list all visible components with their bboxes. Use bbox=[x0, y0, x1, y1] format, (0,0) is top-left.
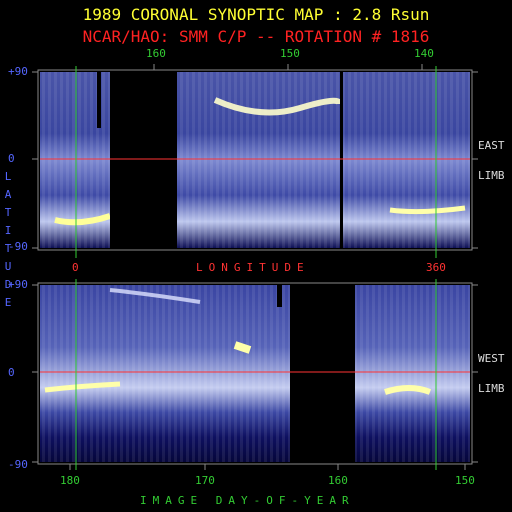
east-data-gap-2 bbox=[340, 72, 343, 248]
west-data-gap-2 bbox=[277, 285, 282, 307]
longitude-tick-label: 0 bbox=[72, 261, 79, 274]
map-title: 1989 CORONAL SYNOPTIC MAP : 2.8 Rsun bbox=[82, 5, 430, 24]
east-top-tick-label: 150 bbox=[280, 47, 300, 60]
west-bright-1 bbox=[44, 381, 121, 393]
east-heatmap-streaks bbox=[40, 72, 470, 248]
east-top-tick-label: 140 bbox=[414, 47, 434, 60]
east-bright-arc bbox=[213, 97, 343, 116]
east-bright-south-1 bbox=[54, 213, 111, 226]
west-lat-tick-label: -90 bbox=[8, 458, 28, 471]
west-bright-3 bbox=[384, 385, 432, 395]
day-tick-label: 160 bbox=[328, 474, 348, 487]
latitude-letter: U bbox=[4, 260, 12, 273]
east-lat-tick-label: 0 bbox=[8, 152, 15, 165]
latitude-letter: L bbox=[4, 170, 12, 183]
east-top-tick-label: 160 bbox=[146, 47, 166, 60]
west-panel-frame bbox=[37, 282, 473, 465]
latitude-letter: E bbox=[4, 296, 12, 309]
longitude-axis-label: LONGITUDE bbox=[196, 261, 310, 274]
west-lat-tick-label: 0 bbox=[8, 366, 15, 379]
east-bright-south-2 bbox=[389, 205, 466, 215]
east-data-gap-1 bbox=[110, 72, 177, 248]
west-bright-north bbox=[109, 288, 201, 304]
latitude-letter: I bbox=[4, 224, 12, 237]
day-of-year-axis-label: IMAGE DAY-OF-YEAR bbox=[140, 494, 355, 507]
east-limb-panel bbox=[32, 64, 478, 258]
day-tick-label: 150 bbox=[455, 474, 475, 487]
west-heatmap-streaks bbox=[40, 285, 470, 462]
latitude-letter: A bbox=[4, 188, 12, 201]
west-limb-label: WEST bbox=[478, 352, 505, 365]
east-limb-label: EAST bbox=[478, 139, 505, 152]
east-limb-label: LIMB bbox=[478, 169, 505, 182]
east-lat-tick-label: +90 bbox=[8, 65, 28, 78]
latitude-axis-label: L A T I T U D E bbox=[2, 168, 14, 312]
east-data-gap-3 bbox=[97, 72, 101, 128]
longitude-tick-label: 360 bbox=[426, 261, 446, 274]
day-tick-label: 170 bbox=[195, 474, 215, 487]
east-lat-tick-label: -90 bbox=[8, 240, 28, 253]
west-limb-panel bbox=[32, 279, 478, 470]
west-lat-tick-label: +90 bbox=[8, 278, 28, 291]
latitude-letter: T bbox=[4, 242, 12, 255]
west-limb-label: LIMB bbox=[478, 382, 505, 395]
west-data-gap-1 bbox=[290, 285, 355, 462]
west-bright-2 bbox=[233, 341, 252, 354]
east-panel-frame bbox=[37, 69, 473, 251]
day-tick-label: 180 bbox=[60, 474, 80, 487]
map-subtitle: NCAR/HAO: SMM C/P -- ROTATION # 1816 bbox=[82, 27, 430, 46]
latitude-letter: T bbox=[4, 206, 12, 219]
latitude-letter: D bbox=[4, 278, 12, 291]
